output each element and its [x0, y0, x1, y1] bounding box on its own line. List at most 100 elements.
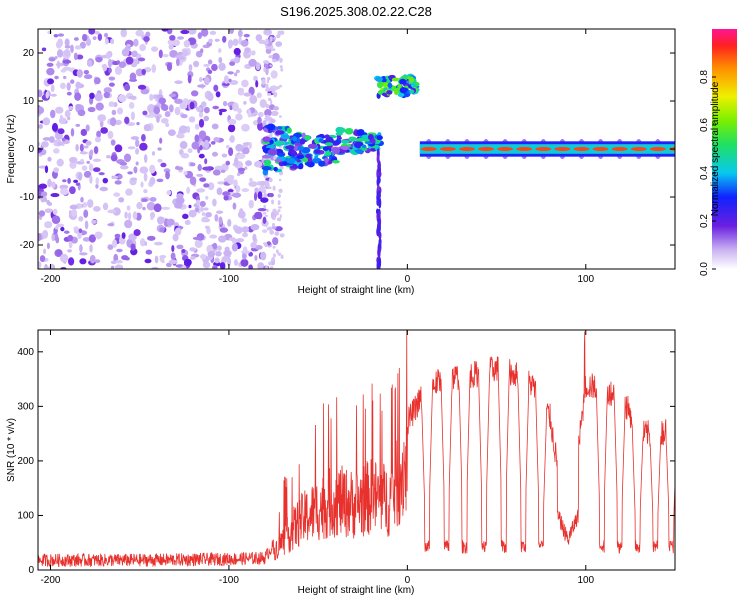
noise-blob — [136, 122, 140, 126]
noise-blob — [273, 216, 276, 221]
noise-blob — [117, 174, 123, 179]
noise-blob — [53, 167, 60, 173]
band-blob — [335, 132, 343, 136]
noise-blob — [51, 181, 56, 189]
noise-blob — [80, 196, 84, 203]
noise-blob — [136, 202, 143, 210]
noise-blob — [241, 217, 248, 223]
noise-blob — [262, 242, 267, 245]
noise-blob — [214, 38, 220, 42]
noise-blob — [56, 158, 64, 167]
noise-blob — [233, 47, 241, 56]
noise-blob — [228, 118, 237, 125]
noise-blob — [233, 157, 239, 167]
noise-blob — [41, 191, 48, 197]
noise-blob — [271, 88, 275, 94]
noise-blob — [250, 50, 256, 56]
noise-blob — [199, 206, 205, 212]
noise-blob — [149, 197, 157, 202]
noise-blob — [174, 98, 183, 104]
x-tick-label: -100 — [219, 575, 239, 586]
noise-blob — [83, 145, 89, 149]
noise-blob — [54, 75, 59, 80]
noise-blob — [273, 106, 279, 111]
noise-blob — [74, 45, 82, 50]
noise-blob — [124, 83, 131, 92]
band-blob — [275, 130, 285, 135]
noise-blob — [46, 67, 55, 76]
snr-x-ticks: -200 -100 0 100 — [40, 330, 595, 586]
noise-blob — [272, 208, 277, 213]
noise-blob — [254, 245, 263, 250]
noise-blob — [66, 91, 72, 96]
noise-blob — [248, 58, 257, 67]
noise-blob — [76, 69, 83, 78]
noise-blob — [128, 102, 135, 109]
noise-blob — [203, 183, 210, 188]
steady-line-core — [611, 147, 628, 151]
noise-blob — [253, 192, 258, 201]
noise-blob — [266, 92, 272, 96]
noise-blob — [263, 193, 268, 198]
high-freq-blob — [393, 89, 399, 96]
noise-blob — [68, 105, 74, 111]
band-blob — [356, 149, 364, 154]
noise-blob — [119, 161, 128, 166]
high-freq-blob — [391, 77, 400, 82]
noise-blob — [157, 216, 164, 225]
noise-blob — [175, 54, 184, 59]
colorbar: 0.0 0.2 0.4 0.6 0.8 Normalized spectral ampl… — [699, 29, 737, 276]
high-freq-blob — [386, 90, 393, 95]
noise-blob — [198, 111, 204, 118]
noise-blob — [110, 260, 117, 265]
noise-blob — [259, 180, 267, 186]
noise-blob — [60, 226, 65, 232]
noise-blob — [57, 38, 63, 48]
noise-blob — [241, 226, 250, 233]
noise-blob — [110, 117, 117, 127]
noise-blob — [142, 206, 146, 211]
noise-blob — [131, 50, 138, 58]
noise-blob — [127, 212, 132, 221]
noise-blob — [140, 238, 146, 247]
band-blob — [305, 153, 312, 158]
noise-blob — [79, 41, 86, 49]
colorbar-tick-label: 0.0 — [699, 262, 710, 276]
band-blob — [296, 155, 304, 159]
noise-blob — [85, 124, 90, 132]
steady-line-core — [573, 147, 590, 151]
noise-blob — [197, 84, 206, 88]
noise-blob — [267, 226, 273, 231]
noise-blob — [221, 153, 228, 158]
noise-blob — [243, 101, 247, 105]
noise-blob — [38, 106, 45, 115]
noise-blob — [229, 29, 234, 35]
noise-blob — [38, 210, 46, 217]
noise-blob — [169, 34, 176, 41]
noise-blob — [276, 34, 281, 39]
noise-blob — [113, 192, 121, 197]
steady-line-core — [554, 147, 571, 151]
noise-blob — [144, 67, 152, 73]
noise-blob — [232, 202, 237, 210]
noise-blob — [273, 92, 278, 98]
noise-blob — [44, 165, 49, 174]
noise-blob — [165, 122, 170, 128]
noise-blob — [266, 79, 269, 84]
noise-blob — [157, 158, 163, 163]
noise-blob — [95, 183, 99, 189]
x-tick-label: -200 — [40, 274, 60, 285]
noise-blob — [128, 95, 137, 100]
noise-blob — [271, 222, 276, 228]
x-tick-label: 100 — [577, 274, 594, 285]
noise-blob — [67, 177, 71, 184]
noise-blob — [121, 255, 129, 261]
high-freq-blob — [409, 89, 415, 94]
noise-blob — [266, 77, 271, 81]
noise-blob — [140, 181, 144, 188]
noise-blob — [191, 141, 200, 150]
noise-blob — [216, 210, 224, 214]
noise-blob — [78, 216, 84, 222]
band-blob — [286, 127, 292, 134]
noise-blob — [108, 82, 115, 87]
